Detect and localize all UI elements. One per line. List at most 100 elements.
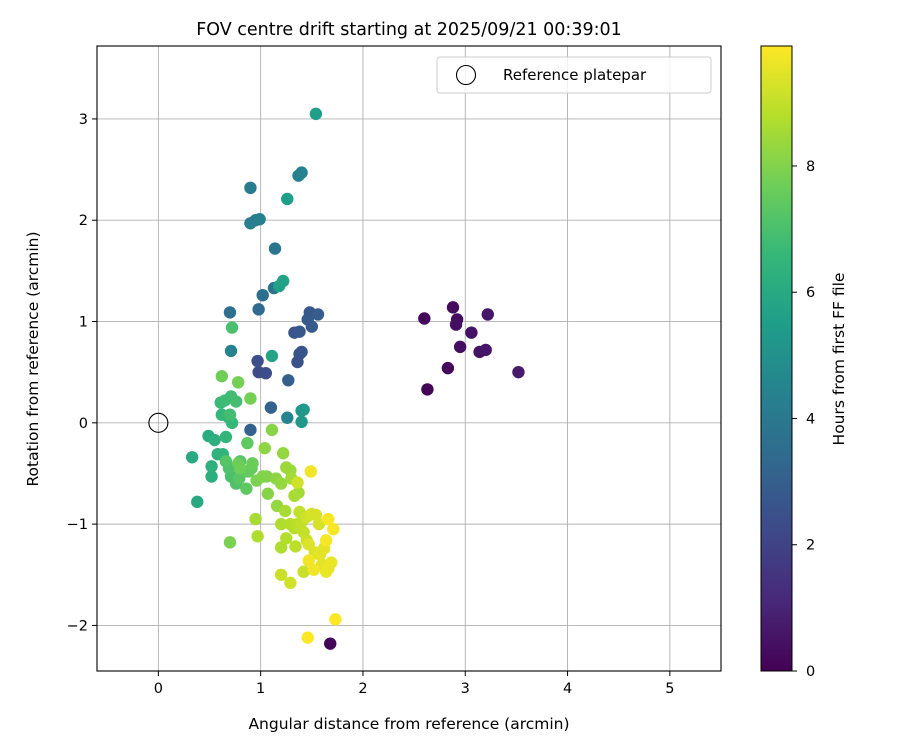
- y-tick-label: −2: [67, 618, 88, 634]
- data-point: [512, 365, 525, 379]
- data-point: [223, 408, 237, 421]
- data-point: [280, 532, 293, 545]
- data-point: [241, 436, 254, 450]
- data-point: [301, 631, 314, 644]
- data-point: [295, 415, 308, 429]
- y-axis-label: Rotation from reference (arcmin): [24, 231, 42, 486]
- data-point: [453, 340, 467, 354]
- data-point: [231, 376, 245, 389]
- data-point: [261, 487, 275, 500]
- data-point: [208, 433, 221, 447]
- plot-frame: [96, 45, 722, 672]
- data-point: [276, 447, 290, 460]
- data-point: [251, 354, 264, 368]
- data-point: [284, 576, 297, 590]
- colorbar: [760, 45, 793, 672]
- data-point: [291, 476, 304, 489]
- data-point: [297, 565, 310, 578]
- data-point: [265, 423, 279, 437]
- data-point: [304, 465, 317, 478]
- x-axis-label: Angular distance from reference (arcmin): [248, 715, 569, 733]
- colorbar-label: Hours from first FF file: [830, 273, 848, 446]
- data-point: [268, 242, 282, 255]
- data-point: [297, 403, 310, 416]
- data-point: [281, 411, 294, 424]
- data-points: [185, 107, 525, 650]
- data-point: [219, 455, 233, 468]
- data-point: [312, 517, 326, 531]
- x-axis-ticks: 0 1 2 3 4 5: [154, 671, 674, 697]
- data-point: [251, 530, 264, 543]
- colorbar-tick-label: 6: [806, 285, 815, 301]
- data-point: [449, 318, 463, 331]
- data-point: [441, 361, 455, 375]
- data-point: [302, 554, 315, 567]
- data-point: [229, 395, 243, 408]
- data-point: [205, 470, 218, 483]
- data-point: [219, 430, 233, 444]
- data-point: [259, 366, 272, 380]
- colorbar-tick-label: 0: [806, 664, 815, 680]
- x-tick-label: 2: [358, 681, 367, 697]
- y-tick-label: 0: [79, 416, 88, 432]
- legend-box: [436, 56, 712, 94]
- data-point: [321, 512, 335, 526]
- data-point: [223, 536, 237, 549]
- y-tick-label: −1: [67, 517, 88, 533]
- data-point: [225, 321, 239, 334]
- data-point: [260, 470, 274, 483]
- data-point: [421, 383, 434, 396]
- data-point: [252, 303, 265, 316]
- data-point: [258, 441, 271, 455]
- x-tick-label: 0: [154, 681, 163, 697]
- y-tick-label: 2: [79, 213, 88, 229]
- data-point: [293, 325, 306, 338]
- y-tick-label: 1: [79, 315, 88, 331]
- data-point: [244, 392, 257, 405]
- colorbar-ticks: 0 2 4 6 8: [792, 159, 815, 680]
- data-point: [244, 181, 257, 195]
- data-point: [279, 504, 292, 518]
- x-tick-label: 1: [256, 681, 265, 697]
- legend: Reference platepar: [436, 56, 712, 94]
- grid-lines: [97, 46, 721, 671]
- data-point: [205, 460, 218, 473]
- data-point: [256, 288, 269, 302]
- data-point: [234, 462, 247, 475]
- data-point: [224, 344, 238, 358]
- y-tick-label: 3: [79, 112, 88, 128]
- data-point: [265, 349, 279, 363]
- data-point: [481, 308, 494, 321]
- data-point: [295, 166, 308, 179]
- data-point: [215, 370, 228, 383]
- data-point: [465, 326, 478, 339]
- data-point: [246, 457, 259, 470]
- data-point: [274, 541, 288, 554]
- data-point: [282, 374, 295, 387]
- data-point: [253, 213, 266, 226]
- legend-label: Reference platepar: [503, 66, 647, 84]
- colorbar-tick-label: 8: [806, 159, 815, 175]
- data-point: [309, 107, 323, 121]
- reference-platepar-marker: [148, 412, 169, 433]
- reference-marker-group: [148, 412, 169, 433]
- data-point: [276, 274, 290, 288]
- colorbar-tick-label: 2: [806, 538, 815, 554]
- y-axis-ticks: −2 −1 0 1 2 3: [67, 112, 97, 634]
- data-point: [274, 477, 288, 490]
- legend-marker-icon: [455, 64, 477, 86]
- chart-title: FOV centre drift starting at 2025/09/21 …: [196, 20, 622, 40]
- data-point: [288, 489, 301, 502]
- x-tick-label: 3: [461, 681, 470, 697]
- data-point: [249, 512, 262, 526]
- data-point: [281, 192, 294, 206]
- data-point: [305, 320, 319, 333]
- colorbar-tick-label: 4: [806, 411, 815, 427]
- data-point: [240, 482, 253, 495]
- data-point: [329, 613, 342, 626]
- data-point: [418, 312, 431, 325]
- data-point: [319, 534, 333, 547]
- data-point: [274, 568, 288, 581]
- data-point: [446, 301, 460, 314]
